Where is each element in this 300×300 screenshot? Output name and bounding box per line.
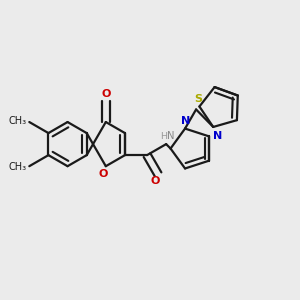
Text: CH₃: CH₃ — [9, 162, 27, 172]
Text: N: N — [213, 131, 222, 141]
Text: S: S — [194, 94, 202, 104]
Text: O: O — [101, 89, 110, 99]
Text: N: N — [167, 131, 175, 141]
Text: O: O — [150, 176, 160, 186]
Text: CH₃: CH₃ — [9, 116, 27, 126]
Text: O: O — [99, 169, 108, 178]
Text: N: N — [181, 116, 190, 126]
Text: H: H — [160, 132, 167, 141]
